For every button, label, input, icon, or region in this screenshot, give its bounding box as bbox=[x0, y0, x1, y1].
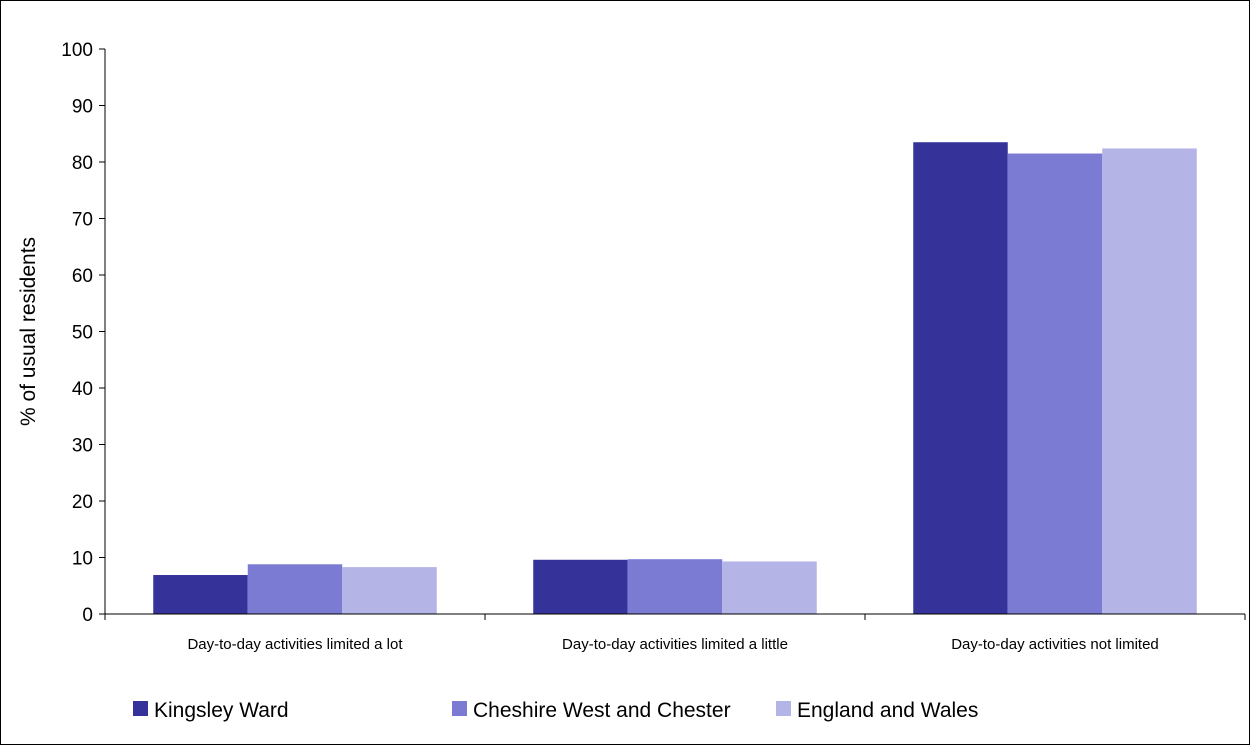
y-tick-label: 40 bbox=[72, 379, 93, 400]
x-tick-label: Day-to-day activities limited a little bbox=[562, 636, 788, 653]
bars bbox=[153, 142, 1197, 614]
y-tick-label: 20 bbox=[72, 492, 93, 513]
x-tick-label: Day-to-day activities not limited bbox=[951, 636, 1159, 653]
y-axis-title: % of usual residents bbox=[17, 237, 40, 426]
y-tick-label: 30 bbox=[72, 436, 93, 457]
x-tick-label: Day-to-day activities limited a lot bbox=[187, 636, 403, 653]
bar bbox=[247, 564, 343, 614]
bar bbox=[342, 567, 437, 614]
y-tick-label: 100 bbox=[61, 40, 93, 61]
legend-swatch bbox=[133, 701, 148, 716]
bar bbox=[1007, 153, 1103, 614]
bar bbox=[913, 142, 1008, 614]
y-tick-label: 90 bbox=[72, 97, 93, 118]
bar bbox=[1102, 148, 1197, 614]
bar bbox=[722, 561, 817, 614]
legend-swatch bbox=[452, 701, 467, 716]
y-tick-label: 10 bbox=[72, 549, 93, 570]
y-tick-label: 0 bbox=[82, 605, 93, 626]
legend-swatch bbox=[776, 701, 791, 716]
y-tick-label: 80 bbox=[72, 153, 93, 174]
y-tick-label: 60 bbox=[72, 266, 93, 287]
legend: Kingsley Ward Cheshire West and Chester En… bbox=[133, 699, 978, 722]
bar bbox=[533, 559, 628, 614]
y-tick-label: 70 bbox=[72, 210, 93, 231]
legend-label: Cheshire West and Chester bbox=[473, 699, 731, 722]
y-tick-label: 50 bbox=[72, 323, 93, 344]
bar bbox=[627, 559, 723, 614]
legend-label: Kingsley Ward bbox=[154, 699, 289, 722]
axes: 0 10 20 30 40 50 60 70 80 90 100 Day-to-day activit… bbox=[61, 40, 1246, 653]
legend-label: England and Wales bbox=[797, 699, 978, 722]
bar bbox=[153, 575, 248, 614]
